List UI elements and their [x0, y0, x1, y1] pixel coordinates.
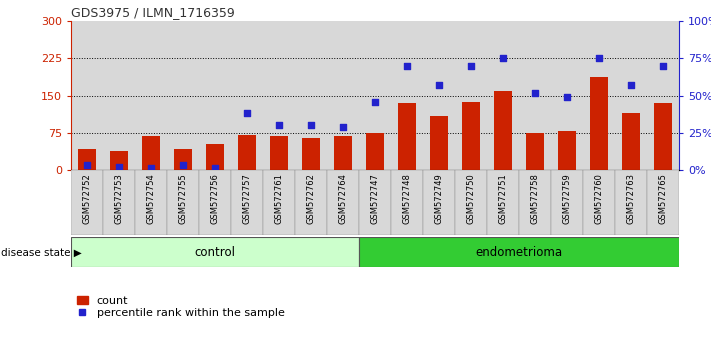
Bar: [654, 103, 672, 170]
Text: GSM572753: GSM572753: [114, 173, 124, 224]
FancyBboxPatch shape: [135, 170, 167, 235]
Text: GSM572761: GSM572761: [274, 173, 284, 224]
Point: [626, 82, 637, 88]
Point: [561, 94, 572, 100]
Point: [657, 63, 668, 69]
Point: [82, 162, 92, 168]
Point: [306, 122, 317, 128]
FancyBboxPatch shape: [551, 170, 583, 235]
FancyBboxPatch shape: [327, 170, 359, 235]
Text: GSM572765: GSM572765: [658, 173, 668, 224]
Point: [273, 122, 284, 128]
Text: GSM572758: GSM572758: [530, 173, 540, 224]
Bar: [398, 103, 416, 170]
FancyBboxPatch shape: [231, 170, 263, 235]
Text: GSM572762: GSM572762: [306, 173, 316, 224]
Text: GSM572760: GSM572760: [594, 173, 604, 224]
FancyBboxPatch shape: [359, 170, 391, 235]
Bar: [430, 116, 448, 170]
Point: [434, 82, 445, 88]
Bar: [558, 131, 576, 170]
Text: GSM572759: GSM572759: [562, 173, 572, 224]
Bar: [590, 77, 608, 170]
FancyBboxPatch shape: [647, 170, 679, 235]
Text: GSM572749: GSM572749: [434, 173, 444, 224]
Text: GSM572755: GSM572755: [178, 173, 188, 224]
FancyBboxPatch shape: [391, 170, 423, 235]
Text: GDS3975 / ILMN_1716359: GDS3975 / ILMN_1716359: [71, 6, 235, 19]
FancyBboxPatch shape: [615, 170, 647, 235]
Point: [465, 63, 476, 69]
Text: GSM572751: GSM572751: [498, 173, 508, 224]
FancyBboxPatch shape: [487, 170, 519, 235]
FancyBboxPatch shape: [167, 170, 199, 235]
Bar: [302, 138, 320, 170]
FancyBboxPatch shape: [103, 170, 135, 235]
Legend: count, percentile rank within the sample: count, percentile rank within the sample: [77, 296, 284, 318]
FancyBboxPatch shape: [583, 170, 615, 235]
FancyBboxPatch shape: [295, 170, 327, 235]
Point: [498, 56, 509, 61]
Bar: [206, 144, 224, 170]
Text: endometrioma: endometrioma: [476, 246, 562, 259]
FancyBboxPatch shape: [199, 170, 231, 235]
Text: GSM572752: GSM572752: [82, 173, 92, 224]
Bar: [174, 149, 192, 170]
Bar: [366, 133, 384, 170]
FancyBboxPatch shape: [359, 237, 679, 267]
Point: [593, 56, 604, 61]
Bar: [622, 113, 640, 170]
Text: GSM572747: GSM572747: [370, 173, 380, 224]
Text: GSM572764: GSM572764: [338, 173, 348, 224]
Bar: [78, 149, 96, 170]
Text: GSM572748: GSM572748: [402, 173, 412, 224]
Bar: [110, 151, 128, 170]
Text: GSM572757: GSM572757: [242, 173, 252, 224]
FancyBboxPatch shape: [519, 170, 551, 235]
Text: control: control: [195, 246, 235, 259]
Bar: [270, 136, 288, 170]
Point: [338, 124, 349, 130]
Bar: [334, 136, 352, 170]
FancyBboxPatch shape: [263, 170, 295, 235]
FancyBboxPatch shape: [455, 170, 487, 235]
FancyBboxPatch shape: [71, 237, 359, 267]
Text: GSM572754: GSM572754: [146, 173, 156, 224]
FancyBboxPatch shape: [71, 170, 103, 235]
Point: [178, 162, 189, 168]
Text: GSM572763: GSM572763: [626, 173, 636, 224]
Point: [370, 99, 381, 104]
Point: [209, 166, 220, 171]
Point: [529, 90, 540, 96]
Bar: [494, 91, 512, 170]
Point: [241, 110, 253, 116]
Bar: [142, 136, 160, 170]
Text: GSM572750: GSM572750: [466, 173, 476, 224]
FancyBboxPatch shape: [423, 170, 455, 235]
Point: [401, 63, 412, 69]
Bar: [526, 133, 544, 170]
Text: GSM572756: GSM572756: [210, 173, 220, 224]
Bar: [238, 135, 256, 170]
Text: disease state ▶: disease state ▶: [1, 248, 82, 258]
Bar: [462, 102, 480, 170]
Point: [114, 164, 125, 170]
Point: [146, 166, 157, 171]
